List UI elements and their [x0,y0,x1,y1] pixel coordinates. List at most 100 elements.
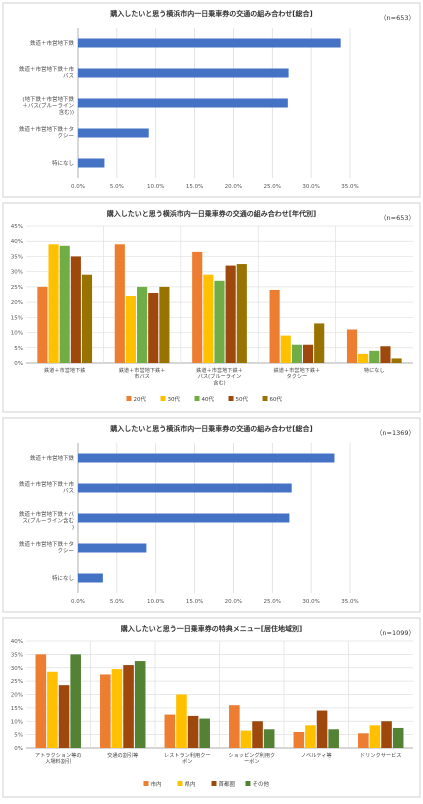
bar [125,296,137,363]
bar [214,280,225,363]
bar [58,685,70,748]
x-tick-label: 0.0% [71,184,85,190]
bar [225,265,236,363]
legend-swatch [262,396,268,401]
legend-label: 市内 [151,780,162,788]
x-tick-label: 35.0% [341,184,358,190]
y-tick-label: 20% [11,300,23,306]
legend-swatch [228,396,234,401]
x-tick-label: 5.0% [110,599,124,605]
category-label: 鉄道＋市営地下鉄＋市バス [19,480,75,495]
x-tick-label: 25.0% [264,599,281,605]
category-label: 鉄道＋市営地下鉄 [44,366,86,374]
bar [114,244,125,363]
x-tick-label: 15.0% [186,599,203,605]
bar [78,38,341,48]
bar [176,694,187,748]
chart-title: 購入したいと思う横浜市内一日乗車券の交通の組み合わせ[総合] [109,9,312,18]
legend-label: 県内 [185,780,196,788]
y-tick-label: 10% [11,719,23,725]
x-tick-label: 20.0% [225,184,242,190]
bar [328,729,339,748]
category-label: 鉄道＋市営地下鉄＋タクシー [274,366,321,380]
y-tick-label: 5% [14,346,23,352]
category-label: 交通の割引等 [107,751,138,759]
chart-n-label: （n=1369） [376,429,415,437]
x-tick-label: 0.0% [71,599,85,605]
legend-label: 30代 [168,395,181,403]
bar [187,715,199,748]
chart-panel-4: 購入したいと思う一日乗車券の特典メニュー[居住地域別] （n=1099） 0% 5% 1… [0,615,423,800]
legend-swatch [126,396,132,401]
bar [252,721,263,748]
category-label: ショッピング利用クーポン [228,751,275,765]
bar [293,731,305,748]
x-tick-label: 15.0% [186,184,203,190]
category-label: レストラン利用クーポン [164,751,211,765]
bar [302,344,314,363]
y-tick-label: 15% [11,315,23,321]
legend-swatch [143,781,149,786]
bar [78,158,105,168]
legend-swatch [194,396,200,401]
bar [37,286,48,363]
y-tick-label: 30% [11,270,23,276]
bar [159,286,170,363]
category-label: 特になし [52,574,74,582]
bar [78,453,335,463]
category-label: 特になし [52,159,74,167]
chart-n-label: （n=1099） [376,629,415,637]
x-tick-label: 30.0% [302,599,319,605]
category-label: アトラクション等の入場料割引 [35,751,82,765]
category-label: (地下鉄＋市営地下鉄＋バス(ブルーライン含む)) [22,95,74,116]
y-tick-label: 35% [11,254,23,260]
legend-label: 50代 [236,395,249,403]
chart-1-svg: 購入したいと思う横浜市内一日乗車券の交通の組み合わせ[総合] （n=653） 0.0… [2,2,421,198]
legend-swatch [211,781,217,786]
bar [391,358,402,363]
chart-title: 購入したいと思う横浜市内一日乗車券の交通の組み合わせ[年代別] [106,209,316,218]
category-label: 鉄道＋市営地下鉄＋タクシー [19,540,74,555]
x-tick-label: 25.0% [264,184,281,190]
y-tick-label: 10% [11,331,23,337]
bar [148,292,159,363]
x-tick-label: 10.0% [147,599,164,605]
bar [137,286,148,363]
x-tick-label: 20.0% [225,599,242,605]
bar [78,513,290,523]
x-tick-label: 5.0% [110,184,124,190]
bar [236,264,247,363]
y-tick-label: 35% [11,652,23,658]
legend-swatch [245,781,251,786]
x-tick-label: 10.0% [147,184,164,190]
bar [291,344,302,363]
bar [78,128,149,138]
chart-3-svg: 購入したいと思う横浜市内一日乗車券の交通の組み合わせ[総合] （n=1369） 0.… [2,417,421,613]
bar [381,721,392,748]
bar [380,346,391,363]
y-tick-label: 0% [14,361,23,367]
bar [47,671,58,748]
bar [229,705,240,748]
bar [78,483,292,493]
bar [78,573,103,583]
y-tick-label: 40% [11,239,23,245]
legend-label: 首都圏 [219,780,236,788]
chart-panel-3: 購入したいと思う横浜市内一日乗車券の交通の組み合わせ[総合] （n=1369） 0.… [0,415,423,615]
legend-swatch [160,396,166,401]
bar [392,727,404,748]
category-label: 鉄道＋市営地下鉄＋バス(ブルーライン含む) [196,366,243,386]
bar [316,710,328,748]
bar [70,654,81,748]
legend-label: 60代 [270,395,283,403]
chart-2-svg: 購入したいと思う横浜市内一日乗車券の交通の組み合わせ[年代別] （n=653） 0%… [2,202,421,413]
bar [78,543,147,553]
category-label: 鉄道＋市営地下鉄＋タクシー [19,125,74,140]
category-label: 鉄道＋市営地下鉄＋市バス [119,366,166,380]
chart-4-svg: 購入したいと思う一日乗車券の特典メニュー[居住地域別] （n=1099） 0% 5% 1… [2,617,421,798]
x-tick-label: 35.0% [341,599,358,605]
category-label: 鉄道＋市営地下鉄 [30,39,75,47]
bar [35,654,47,748]
y-tick-label: 45% [11,224,23,230]
bar [314,323,325,363]
